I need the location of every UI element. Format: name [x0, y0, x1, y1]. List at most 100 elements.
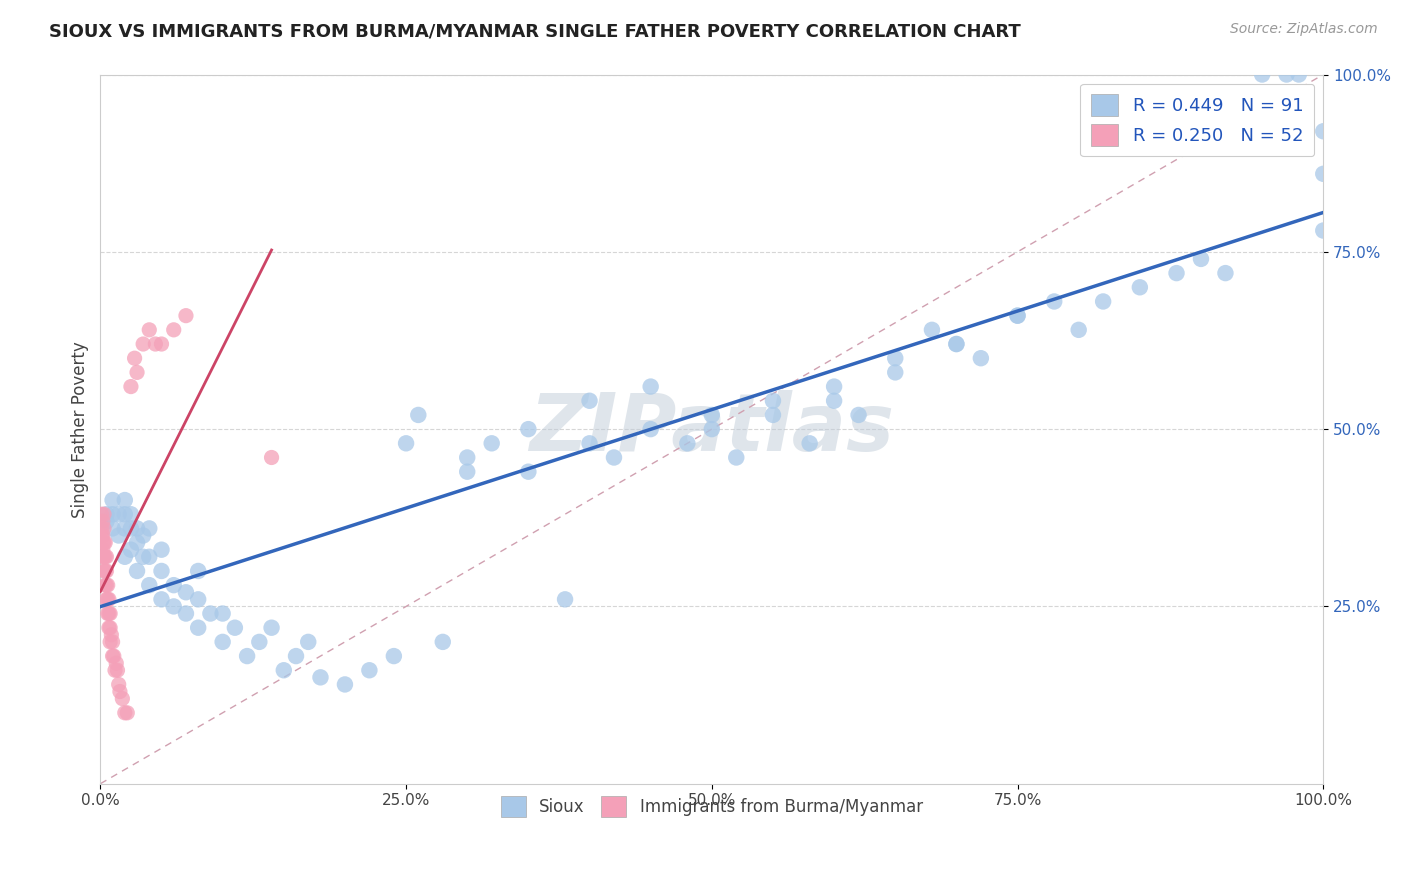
- Point: [124, 351, 146, 366]
- Point: [120, 521, 142, 535]
- Point: [1166, 266, 1188, 280]
- Point: [105, 656, 128, 670]
- Point: [138, 549, 160, 564]
- Point: [1312, 167, 1334, 181]
- Point: [91, 549, 114, 564]
- Point: [97, 578, 120, 592]
- Point: [150, 337, 173, 351]
- Point: [1275, 68, 1298, 82]
- Point: [125, 521, 148, 535]
- Point: [107, 507, 129, 521]
- Point: [125, 564, 148, 578]
- Point: [1067, 323, 1090, 337]
- Point: [96, 549, 118, 564]
- Text: Source: ZipAtlas.com: Source: ZipAtlas.com: [1230, 22, 1378, 37]
- Point: [150, 592, 173, 607]
- Point: [211, 635, 233, 649]
- Point: [94, 549, 117, 564]
- Point: [101, 521, 124, 535]
- Point: [762, 393, 785, 408]
- Point: [578, 436, 600, 450]
- Point: [93, 564, 115, 578]
- Point: [481, 436, 503, 450]
- Point: [640, 379, 662, 393]
- Point: [120, 379, 142, 393]
- Point: [120, 542, 142, 557]
- Point: [103, 649, 125, 664]
- Point: [554, 592, 576, 607]
- Point: [107, 677, 129, 691]
- Point: [921, 323, 943, 337]
- Point: [700, 408, 723, 422]
- Point: [884, 365, 907, 379]
- Point: [603, 450, 626, 465]
- Point: [163, 599, 186, 614]
- Point: [100, 628, 122, 642]
- Point: [94, 535, 117, 549]
- Point: [163, 578, 186, 592]
- Point: [107, 663, 129, 677]
- Point: [432, 635, 454, 649]
- Point: [517, 465, 540, 479]
- Point: [150, 564, 173, 578]
- Point: [107, 528, 129, 542]
- Point: [97, 621, 120, 635]
- Point: [98, 635, 121, 649]
- Point: [91, 528, 114, 542]
- Point: [101, 635, 124, 649]
- Text: SIOUX VS IMMIGRANTS FROM BURMA/MYANMAR SINGLE FATHER POVERTY CORRELATION CHART: SIOUX VS IMMIGRANTS FROM BURMA/MYANMAR S…: [49, 22, 1021, 40]
- Point: [456, 450, 478, 465]
- Point: [187, 592, 209, 607]
- Point: [676, 436, 699, 450]
- Point: [273, 663, 295, 677]
- Point: [187, 621, 209, 635]
- Point: [138, 521, 160, 535]
- Point: [395, 436, 418, 450]
- Point: [138, 578, 160, 592]
- Point: [382, 649, 405, 664]
- Point: [285, 649, 308, 664]
- Point: [96, 507, 118, 521]
- Point: [108, 684, 131, 698]
- Point: [90, 528, 112, 542]
- Point: [90, 507, 112, 521]
- Y-axis label: Single Father Poverty: Single Father Poverty: [72, 341, 89, 517]
- Point: [114, 507, 136, 521]
- Point: [98, 607, 121, 621]
- Point: [1007, 309, 1029, 323]
- Point: [247, 635, 270, 649]
- Point: [1312, 124, 1334, 138]
- Legend: Sioux, Immigrants from Burma/Myanmar: Sioux, Immigrants from Burma/Myanmar: [492, 788, 931, 825]
- Point: [150, 542, 173, 557]
- Point: [174, 607, 197, 621]
- Point: [96, 514, 118, 528]
- Point: [945, 337, 967, 351]
- Point: [94, 578, 117, 592]
- Point: [799, 436, 821, 450]
- Point: [224, 621, 246, 635]
- Point: [114, 549, 136, 564]
- Point: [163, 323, 186, 337]
- Point: [700, 422, 723, 436]
- Point: [260, 450, 283, 465]
- Point: [114, 521, 136, 535]
- Point: [91, 542, 114, 557]
- Point: [200, 607, 222, 621]
- Point: [408, 408, 430, 422]
- Point: [90, 521, 112, 535]
- Point: [93, 549, 115, 564]
- Point: [174, 309, 197, 323]
- Point: [98, 621, 121, 635]
- Point: [578, 393, 600, 408]
- Point: [120, 507, 142, 521]
- Point: [297, 635, 319, 649]
- Point: [97, 607, 120, 621]
- Point: [125, 365, 148, 379]
- Point: [101, 493, 124, 508]
- Point: [132, 549, 155, 564]
- Point: [848, 408, 870, 422]
- Point: [91, 535, 114, 549]
- Point: [132, 337, 155, 351]
- Point: [96, 578, 118, 592]
- Point: [1215, 266, 1237, 280]
